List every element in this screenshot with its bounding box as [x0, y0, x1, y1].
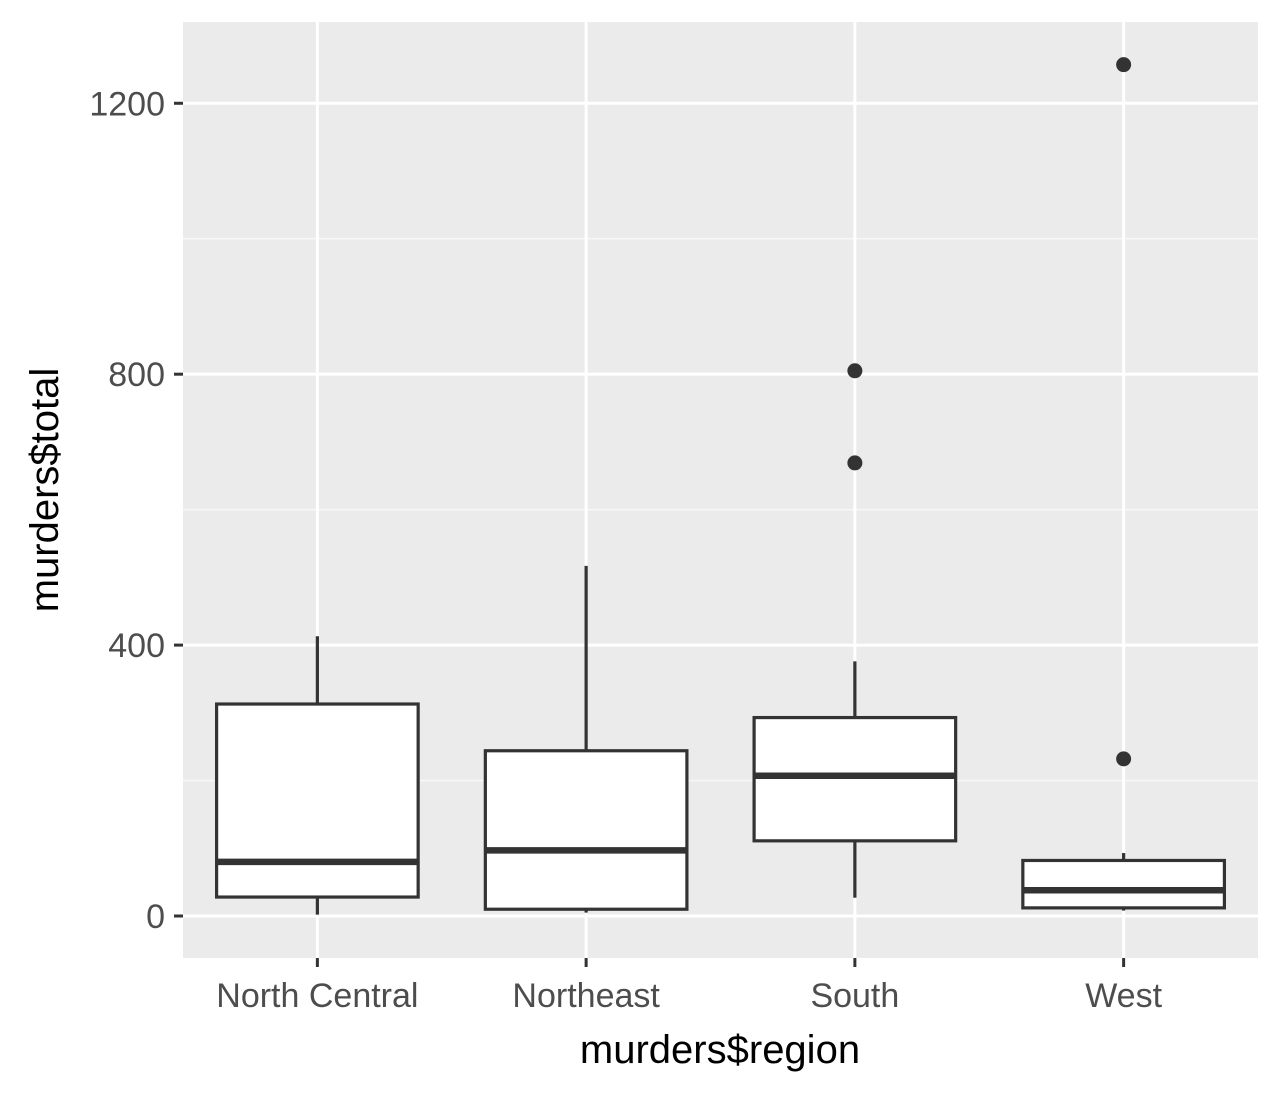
box-series	[214, 57, 1227, 915]
axes: 0 400 800 1200 North Central Northeast South We…	[89, 85, 1162, 1015]
y-tick-label: 1200	[89, 85, 165, 123]
box-north-central	[214, 636, 420, 915]
y-tick-label: 0	[146, 898, 165, 936]
box-northeast	[483, 565, 689, 913]
box-body	[1021, 858, 1227, 910]
outlier-point	[1116, 57, 1132, 73]
box-body	[752, 715, 958, 843]
box-body	[483, 749, 689, 911]
box-body	[214, 702, 420, 899]
box-south	[752, 363, 958, 898]
outlier-point	[1116, 751, 1132, 767]
y-axis-title: murders$total	[23, 368, 67, 613]
x-axis-title: murders$region	[580, 1028, 860, 1072]
box-west	[1021, 57, 1227, 911]
x-tick-label: Northeast	[512, 977, 660, 1015]
outlier-point	[847, 363, 863, 379]
y-tick-label: 400	[108, 627, 165, 665]
outlier-point	[847, 455, 863, 471]
x-tick-label: North Central	[216, 977, 418, 1015]
x-tick-label: West	[1085, 977, 1162, 1015]
x-tick-label: South	[810, 977, 899, 1015]
y-tick-label: 800	[108, 356, 165, 394]
